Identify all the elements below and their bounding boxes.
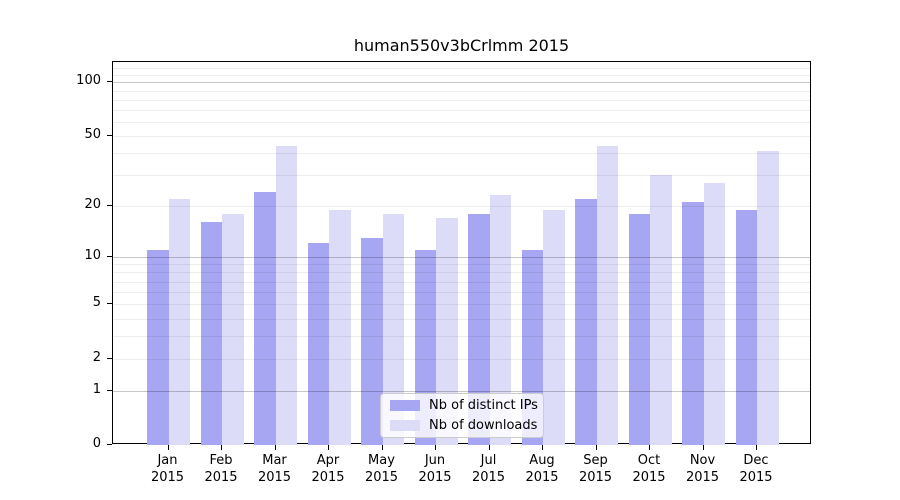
xtick-mark-jan: [167, 445, 169, 450]
bar-jun-downloads: [436, 217, 458, 445]
bar-nov-downloads: [703, 183, 725, 445]
ytick-mark-2: [107, 357, 112, 359]
ytick-mark-50: [107, 135, 112, 137]
distinct-ips-swatch-icon: [390, 400, 420, 411]
ytick-label-2: 2: [92, 349, 101, 365]
xtick-label-may: May 2015: [364, 453, 399, 485]
ytick-label-5: 5: [92, 295, 101, 311]
bar-dec-distinct-ips: [735, 209, 757, 445]
legend: Nb of distinct IPs Nb of downloads: [380, 393, 544, 438]
gridline-minor-70: [113, 110, 810, 112]
bar-nov-distinct-ips: [682, 202, 704, 445]
gridline-minor-4: [113, 318, 810, 320]
gridline-minor-9: [113, 264, 810, 266]
bar-apr-distinct-ips: [307, 243, 329, 445]
xtick-label-dec: Dec 2015: [739, 453, 773, 485]
bar-may-downloads: [382, 213, 404, 445]
bar-dec-downloads: [757, 151, 779, 445]
bars-layer: [113, 62, 810, 445]
gridline-minor-80: [113, 99, 810, 101]
xtick-label-sep: Sep 2015: [578, 453, 613, 485]
bar-aug-downloads: [543, 209, 565, 445]
legend-label-distinct-ips: Nb of distinct IPs: [429, 398, 538, 413]
gridline-minor-50: [113, 136, 810, 138]
gridline-minor-8: [113, 272, 810, 274]
gridline-minor-120: [113, 68, 810, 70]
bar-feb-downloads: [222, 213, 244, 445]
xtick-mark-may: [381, 445, 383, 450]
xtick-label-oct: Oct 2015: [632, 453, 666, 485]
xtick-mark-oct: [649, 445, 650, 450]
gridline-minor-6: [113, 292, 810, 294]
xtick-mark-aug: [542, 445, 543, 450]
bar-sep-downloads: [596, 145, 618, 445]
bar-feb-distinct-ips: [200, 222, 222, 445]
xtick-mark-dec: [756, 445, 757, 450]
ytick-mark-100: [107, 81, 112, 83]
ytick-mark-10: [107, 255, 112, 257]
gridline-minor-90: [113, 90, 810, 92]
gridline-major-100: [113, 82, 810, 84]
chart-title: human550v3bCrlmm 2015: [353, 36, 570, 55]
gridline-minor-30: [113, 175, 810, 177]
ytick-label-100: 100: [76, 73, 101, 89]
bar-mar-distinct-ips: [254, 192, 276, 445]
xtick-label-jul: Jul 2015: [471, 453, 506, 485]
gridline-minor-5: [113, 304, 810, 306]
ytick-label-0: 0: [92, 436, 101, 451]
gridline-minor-40: [113, 153, 810, 155]
grid-layer: [113, 62, 810, 443]
xtick-mark-mar: [274, 445, 276, 450]
xtick-label-mar: Mar 2015: [257, 453, 292, 485]
xtick-label-apr: Apr 2015: [311, 453, 345, 485]
ytick-label-1: 1: [92, 381, 101, 397]
bar-apr-downloads: [329, 209, 351, 445]
gridline-minor-20: [113, 205, 810, 207]
gridline-minor-60: [113, 122, 810, 124]
xtick-label-nov: Nov 2015: [685, 453, 720, 485]
xtick-mark-jun: [435, 445, 436, 450]
ytick-mark-1: [107, 389, 112, 391]
xtick-label-jun: Jun 2015: [418, 453, 452, 485]
xtick-label-jan: Jan 2015: [150, 453, 185, 485]
xtick-mark-sep: [595, 445, 597, 450]
bar-may-distinct-ips: [361, 237, 383, 445]
gridline-minor-110: [113, 75, 810, 76]
bar-oct-downloads: [650, 175, 672, 445]
ytick-mark-20: [107, 204, 112, 206]
legend-label-downloads: Nb of downloads: [429, 418, 538, 433]
bar-mar-downloads: [275, 145, 297, 445]
downloads-swatch-icon: [390, 420, 420, 431]
bar-jan-downloads: [168, 198, 190, 445]
legend-entry-distinct-ips: Nb of distinct IPs: [390, 398, 543, 413]
bar-oct-distinct-ips: [628, 213, 650, 445]
gridline-major-10: [113, 256, 810, 258]
xtick-label-aug: Aug 2015: [525, 453, 559, 485]
bar-jul-distinct-ips: [468, 213, 490, 445]
ytick-mark-0: [107, 444, 112, 445]
bar-jul-downloads: [489, 195, 511, 445]
xtick-mark-jul: [488, 445, 490, 450]
gridline-minor-3: [113, 336, 810, 338]
ytick-mark-5: [107, 303, 112, 305]
plot-area: Nb of distinct IPs Nb of downloads: [112, 61, 811, 445]
gridline-minor-2: [113, 358, 810, 360]
xtick-mark-nov: [702, 445, 704, 450]
bar-sep-distinct-ips: [575, 198, 597, 445]
ytick-label-10: 10: [84, 247, 101, 263]
ytick-label-50: 50: [84, 127, 101, 143]
bar-jan-distinct-ips: [147, 249, 169, 445]
xtick-mark-apr: [328, 445, 329, 450]
gridline-minor-7: [113, 281, 810, 283]
xtick-mark-feb: [221, 445, 222, 450]
ytick-label-20: 20: [84, 196, 101, 212]
xtick-label-feb: Feb 2015: [204, 453, 238, 485]
gridline-major-1: [113, 390, 810, 392]
legend-entry-downloads: Nb of downloads: [390, 418, 543, 433]
